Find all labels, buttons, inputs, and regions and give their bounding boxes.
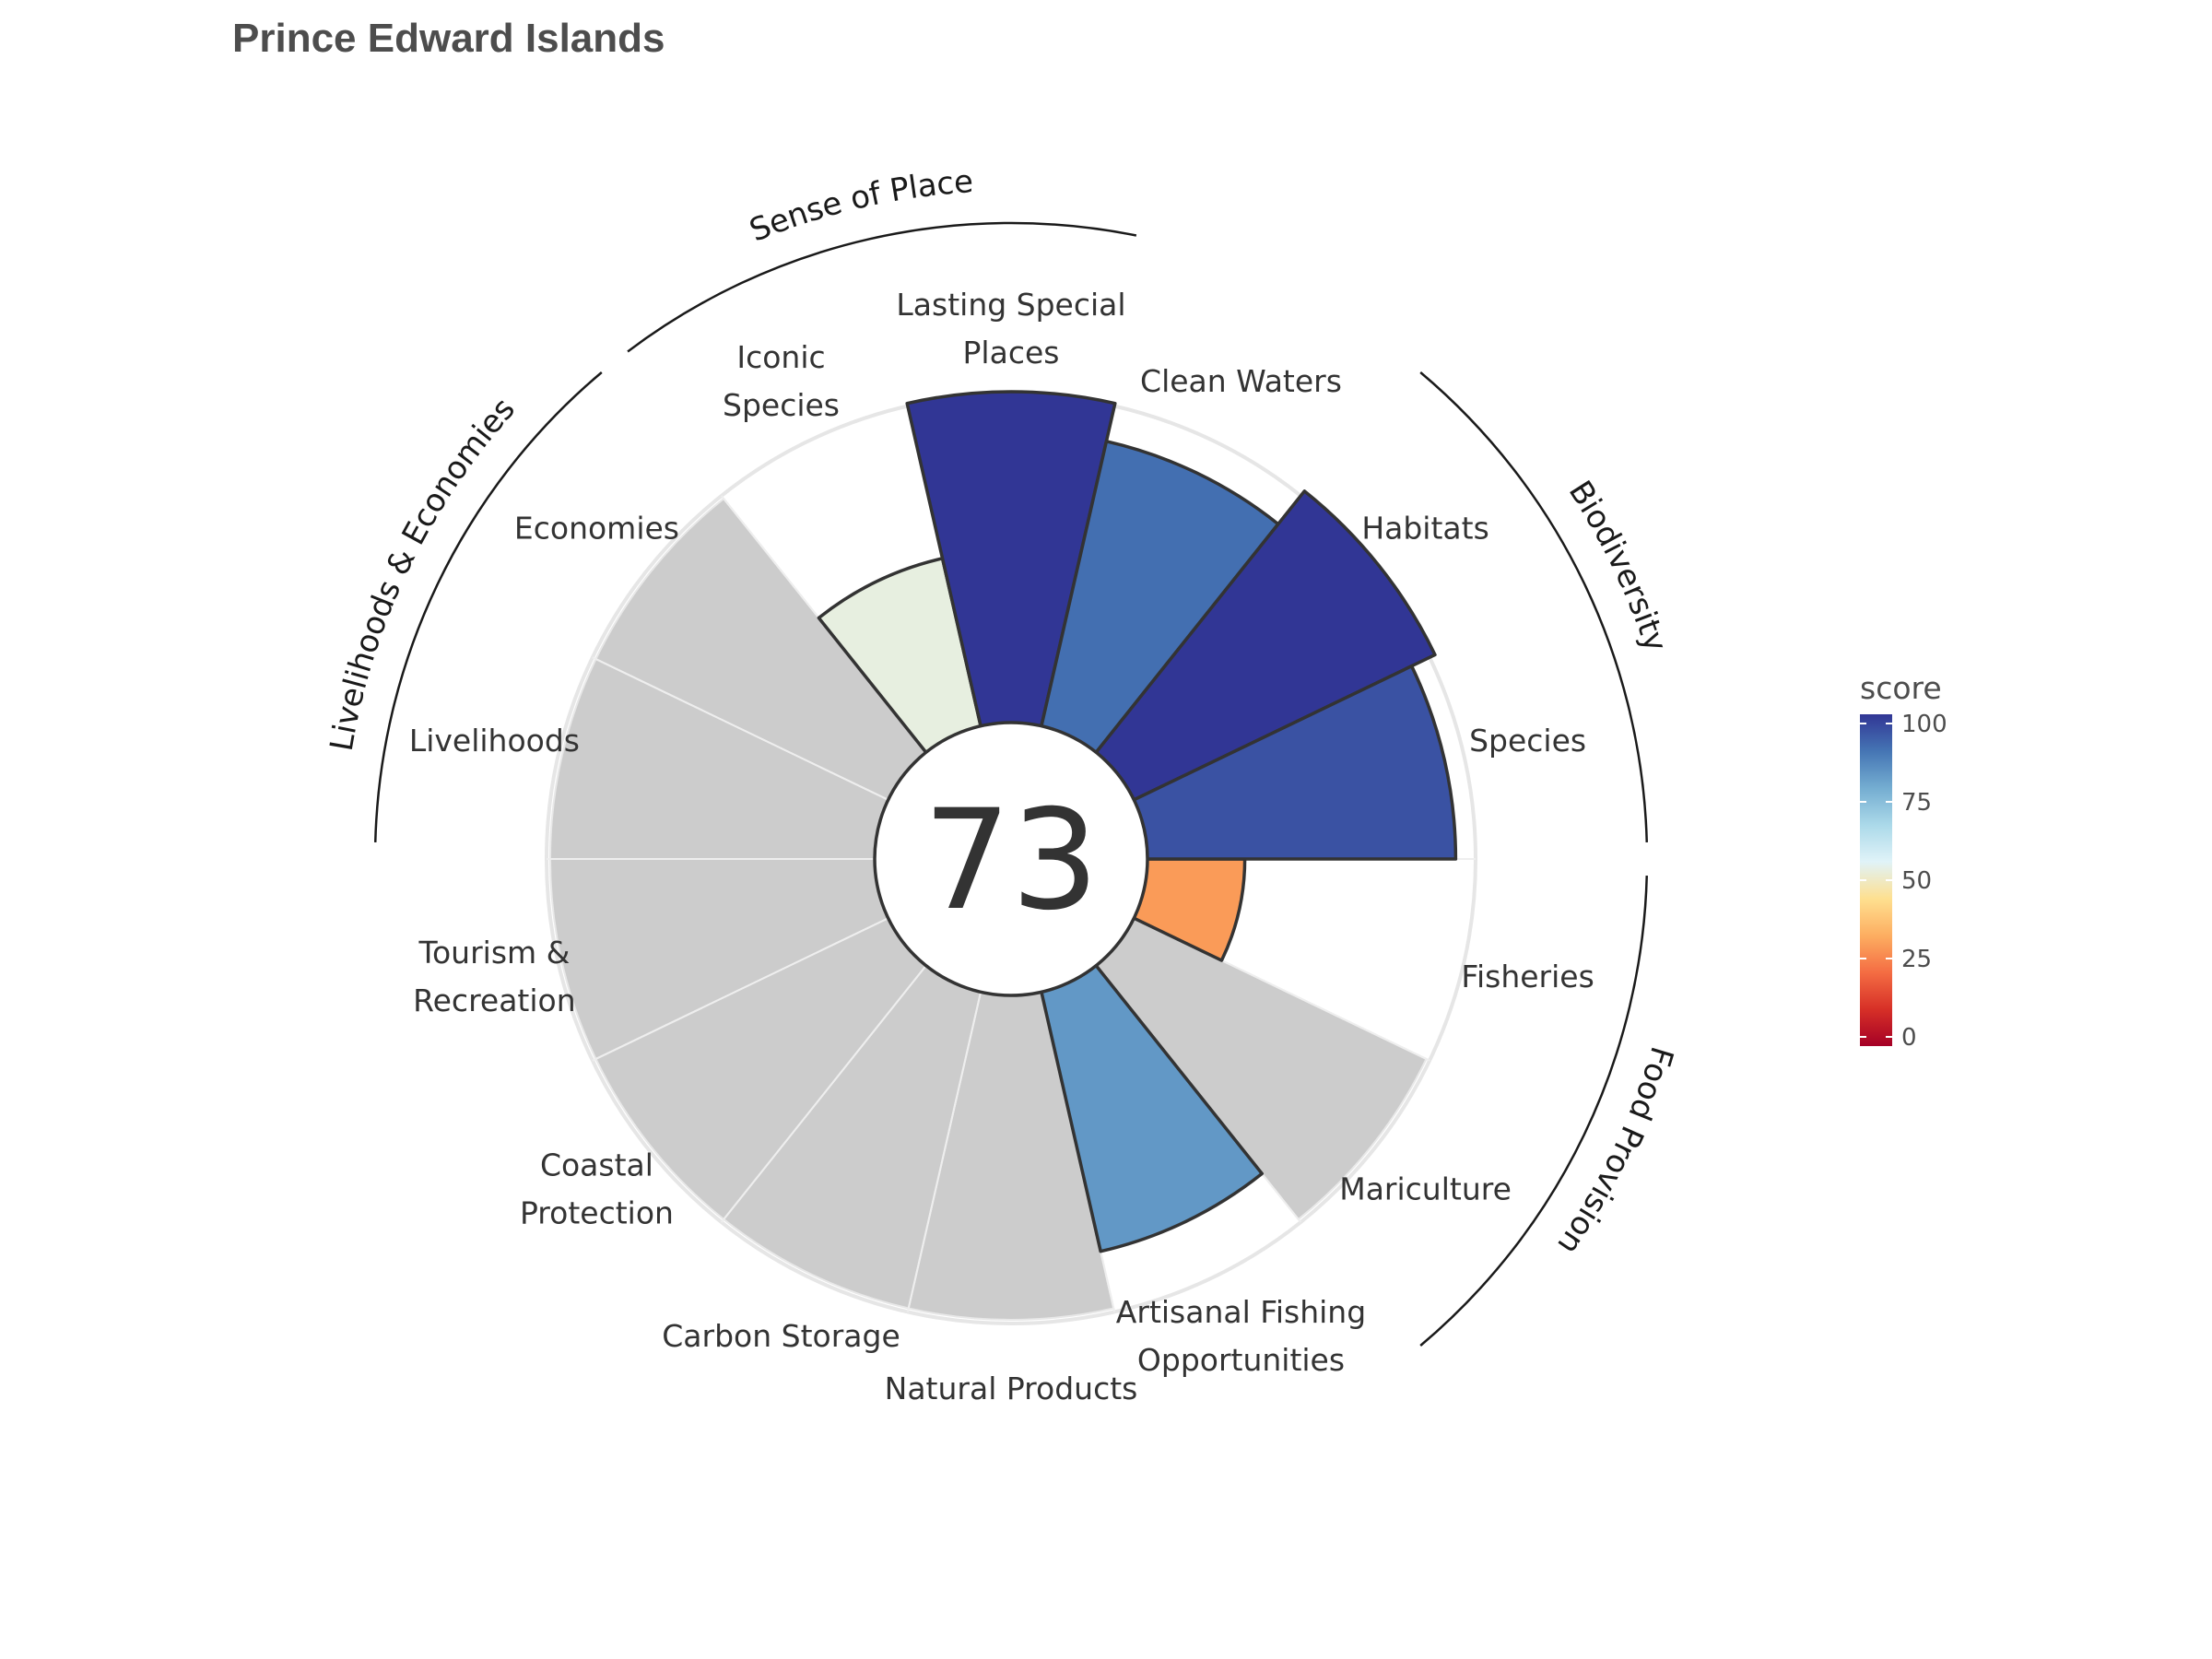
segment-divider [592, 656, 889, 801]
category-label: Livelihoods [409, 723, 580, 759]
center-circle [873, 721, 1149, 997]
category-label: Habitats [1361, 510, 1488, 546]
category-label: Clean Waters [1140, 363, 1342, 399]
colorbar-title: score [1860, 670, 1942, 706]
category-label: Carbon Storage [662, 1318, 900, 1354]
group-label: Livelihoods & Economies [324, 391, 523, 754]
category-label: Natural Products [885, 1371, 1138, 1406]
group-label: Sense of Place [745, 163, 974, 249]
category-label: Iconic Species [723, 339, 840, 423]
group-arc [627, 221, 1137, 353]
segment-divider [592, 917, 889, 1062]
group-arc [1419, 876, 1649, 1347]
segment-divider [906, 992, 982, 1312]
colorbar-tick-label: 0 [1901, 1024, 1917, 1052]
group-label: Biodiversity [1561, 475, 1675, 656]
center-score: 73 [924, 781, 1100, 941]
category-label: Artisanal Fishing Opportunities [1116, 1294, 1366, 1378]
chart-title: Prince Edward Islands [232, 16, 665, 61]
bar-layer [547, 390, 1476, 1321]
category-label: Fisheries [1461, 959, 1594, 994]
colorbar-tick-label: 100 [1901, 711, 1947, 738]
category-label: Economies [514, 510, 679, 546]
category-label: Tourism & Recreation [413, 935, 575, 1018]
segment-divider [720, 965, 927, 1223]
colorbar-tick-label: 75 [1901, 789, 1932, 817]
category-label: Coastal Protection [520, 1147, 674, 1231]
group-label: Food Provision [1549, 1042, 1680, 1262]
colorbar-tick-label: 50 [1901, 867, 1932, 895]
colorbar-tick-label: 25 [1901, 946, 1932, 973]
colorbar-legend: score 0 25 50 75 100 [1860, 670, 1947, 1052]
group-arc [373, 371, 603, 842]
category-label: Species [1469, 723, 1586, 759]
category-label: Lasting Special Places [896, 287, 1125, 371]
group-arc [1419, 371, 1649, 842]
category-label: Mariculture [1339, 1171, 1512, 1207]
category-labels: Fisheries Mariculture Artisanal Fishing Opp… [409, 287, 1594, 1406]
